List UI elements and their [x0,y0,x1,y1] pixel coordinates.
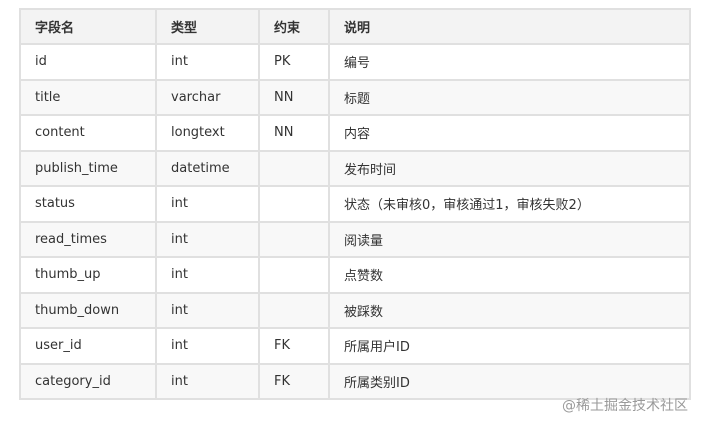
table-row: category_id int FK 所属类别ID [19,362,691,400]
cell-description: 所属类别ID [328,362,691,400]
cell-constraint: PK [258,43,330,81]
cell-field-name: category_id [19,362,157,400]
cell-type: longtext [155,114,260,152]
cell-field-name: thumb_down [19,291,157,329]
cell-field-name: thumb_up [19,256,157,294]
field-table: 字段名 类型 约束 说明 id int PK 编号 title varchar NN 标题 co… [19,8,691,400]
cell-type: int [155,220,260,258]
table-row: read_times int 阅读量 [19,220,691,258]
header-type: 类型 [155,8,260,45]
cell-field-name: read_times [19,220,157,258]
table-row: id int PK 编号 [19,43,691,81]
cell-constraint: NN [258,114,330,152]
table-row: status int 状态（未审核0，审核通过1，审核失败2） [19,185,691,223]
cell-field-name: title [19,78,157,116]
cell-constraint [258,185,330,223]
cell-description: 点赞数 [328,256,691,294]
cell-constraint: FK [258,362,330,400]
cell-type: int [155,256,260,294]
table-row: publish_time datetime 发布时间 [19,149,691,187]
cell-type: varchar [155,78,260,116]
cell-field-name: content [19,114,157,152]
cell-field-name: id [19,43,157,81]
table-row: content longtext NN 内容 [19,114,691,152]
cell-description: 状态（未审核0，审核通过1，审核失败2） [328,185,691,223]
table-row: thumb_down int 被踩数 [19,291,691,329]
cell-description: 编号 [328,43,691,81]
header-field-name: 字段名 [19,8,157,45]
cell-type: int [155,291,260,329]
cell-type: int [155,43,260,81]
cell-constraint [258,149,330,187]
cell-description: 阅读量 [328,220,691,258]
cell-description: 内容 [328,114,691,152]
header-row: 字段名 类型 约束 说明 [19,8,691,45]
table-row: user_id int FK 所属用户ID [19,327,691,365]
cell-constraint [258,291,330,329]
header-description: 说明 [328,8,691,45]
cell-description: 发布时间 [328,149,691,187]
header-constraint: 约束 [258,8,330,45]
watermark: @稀土掘金技术社区 [562,398,688,414]
cell-type: datetime [155,149,260,187]
cell-field-name: status [19,185,157,223]
cell-field-name: user_id [19,327,157,365]
cell-type: int [155,185,260,223]
cell-constraint: FK [258,327,330,365]
cell-description: 被踩数 [328,291,691,329]
cell-type: int [155,362,260,400]
cell-constraint [258,220,330,258]
table-row: title varchar NN 标题 [19,78,691,116]
cell-constraint: NN [258,78,330,116]
cell-type: int [155,327,260,365]
cell-field-name: publish_time [19,149,157,187]
cell-constraint [258,256,330,294]
cell-description: 标题 [328,78,691,116]
table-row: thumb_up int 点赞数 [19,256,691,294]
cell-description: 所属用户ID [328,327,691,365]
